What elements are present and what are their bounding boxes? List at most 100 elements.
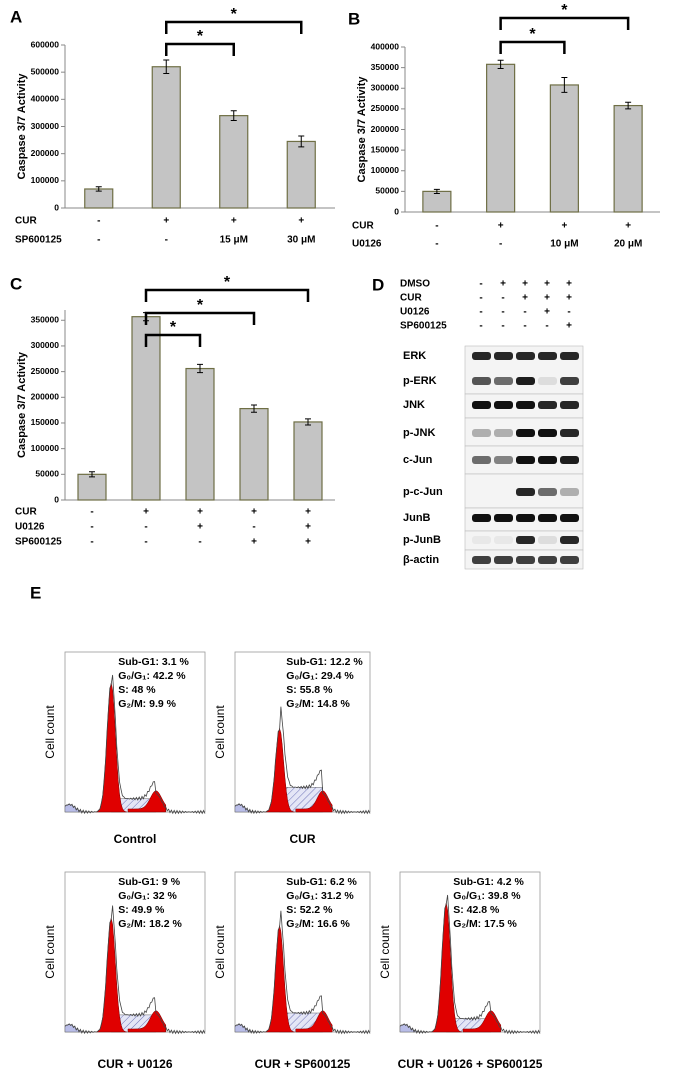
panel-letter: B [348, 9, 360, 28]
row-cell: - [252, 522, 255, 533]
blot-band [560, 401, 579, 409]
blot-band [494, 377, 513, 385]
blot-band [472, 536, 491, 544]
blot-band [516, 429, 535, 437]
row-cell: - [144, 522, 147, 533]
g2-peak [462, 1010, 502, 1033]
treatment-label: CUR [400, 293, 422, 304]
blot-band [538, 536, 557, 544]
y-tick-label: 150000 [371, 144, 400, 154]
blot-band [538, 352, 557, 360]
histogram-outline [64, 905, 206, 1035]
treatment-cell: + [522, 293, 528, 304]
histogram-caption: Control [114, 832, 157, 846]
blot-band [516, 377, 535, 385]
cell-cycle-stat: S: 52.2 % [286, 904, 333, 916]
significance-bracket [144, 311, 256, 325]
blot-band [516, 556, 535, 564]
row-label: SP600125 [15, 537, 62, 548]
row-label: U0126 [15, 522, 45, 533]
y-axis-label: Cell count [43, 705, 57, 759]
histogram-outline [399, 894, 541, 1035]
histogram-caption: CUR + SP600125 [255, 1057, 351, 1071]
row-cell: - [97, 216, 100, 227]
row-cell: + [251, 537, 257, 548]
bar [613, 104, 643, 213]
cell-cycle-stat: Sub-G1: 3.1 % [118, 656, 189, 668]
blot-band [494, 514, 513, 522]
treatment-cell: + [544, 293, 550, 304]
error-bar [298, 135, 305, 148]
blot-band [560, 352, 579, 360]
blot-band [494, 401, 513, 409]
bar [422, 190, 452, 213]
histogram-outline [234, 910, 371, 1035]
bar [185, 367, 215, 501]
blot-band [560, 488, 579, 496]
histogram-caption: CUR [290, 832, 316, 846]
blot-band [538, 377, 557, 385]
blot-band [538, 401, 557, 409]
y-tick-label: 250000 [371, 103, 400, 113]
y-tick-label: 300000 [371, 83, 400, 93]
blot-band [516, 536, 535, 544]
blot-band [516, 401, 535, 409]
y-tick-label: 150000 [31, 417, 60, 427]
significance-bracket [165, 20, 303, 34]
y-tick-label: 0 [54, 494, 59, 504]
y-tick-label: 50000 [35, 469, 59, 479]
histogram-frame [64, 651, 206, 813]
g2-peak [295, 790, 333, 813]
y-tick-label: 0 [394, 206, 399, 216]
protein-label: JNK [403, 399, 425, 411]
row-cell: + [298, 216, 304, 227]
y-tick-label: 500000 [31, 66, 60, 76]
y-axis-label: Cell count [43, 925, 57, 979]
y-tick-label: 200000 [31, 148, 60, 158]
blot-band [494, 556, 513, 564]
row-cell: - [165, 235, 168, 246]
bar [219, 115, 249, 209]
significance-bracket [499, 40, 566, 54]
row-cell: - [144, 537, 147, 548]
treatment-cell: + [522, 279, 528, 290]
cell-cycle-stat: Sub-G1: 4.2 % [453, 876, 524, 888]
row-cell: - [90, 522, 93, 533]
blot-band [472, 429, 491, 437]
y-tick-label: 350000 [31, 315, 60, 325]
error-bar [497, 59, 504, 69]
row-cell: + [561, 221, 567, 232]
treatment-cell: + [544, 307, 550, 318]
histogram-frame [234, 651, 371, 813]
y-tick-label: 600000 [31, 39, 60, 49]
protein-label: β-actin [403, 554, 439, 566]
significance-label: * [170, 319, 177, 336]
error-bar [561, 77, 568, 93]
row-cell: + [197, 507, 203, 518]
y-axis-label: Cell count [213, 925, 227, 979]
cell-cycle-stat: G₀/G₁: 32 % [118, 890, 177, 902]
treatment-cell: - [545, 321, 548, 332]
blot-band [560, 377, 579, 385]
y-axis-label: Cell count [213, 705, 227, 759]
blot-band [560, 514, 579, 522]
row-cell: + [305, 537, 311, 548]
treatment-cell: + [500, 279, 506, 290]
row-label: SP600125 [15, 235, 62, 246]
error-bar [305, 418, 311, 426]
cell-cycle-stat: G₂/M: 17.5 % [453, 918, 517, 930]
row-cell: - [198, 537, 201, 548]
blot-band [538, 556, 557, 564]
bar [239, 407, 269, 501]
blot-band [472, 456, 491, 464]
treatment-cell: - [567, 307, 570, 318]
y-tick-label: 400000 [371, 41, 400, 51]
protein-label: c-Jun [403, 454, 433, 466]
blot-band [560, 429, 579, 437]
blot-band [516, 488, 535, 496]
y-axis-label: Caspase 3/7 Activity [356, 76, 368, 183]
cell-cycle-stat: Sub-G1: 9 % [118, 876, 181, 888]
treatment-cell: - [501, 307, 504, 318]
histogram-caption: CUR + U0126 + SP600125 [398, 1057, 543, 1071]
